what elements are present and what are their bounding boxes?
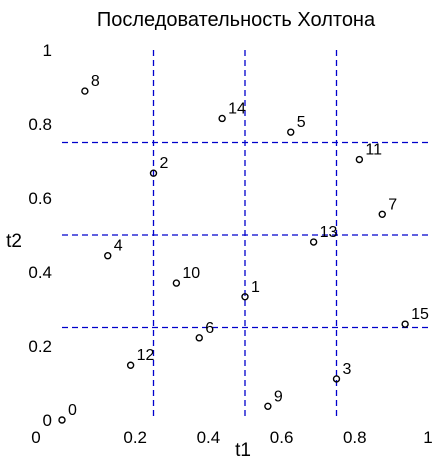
data-point-label: 4 — [114, 238, 123, 255]
y-tick-label: 1 — [43, 41, 52, 60]
data-point — [264, 402, 272, 411]
data-point — [355, 155, 364, 164]
data-point-label: 1 — [251, 279, 260, 296]
grid-lines — [62, 50, 428, 420]
data-point — [58, 416, 66, 424]
data-point — [332, 375, 341, 383]
data-point-label: 13 — [320, 224, 338, 241]
data-point — [309, 238, 318, 246]
x-tick-label: 0.8 — [343, 428, 367, 447]
y-tick-label: 0 — [43, 411, 52, 430]
data-point — [218, 114, 226, 123]
data-point-label: 14 — [228, 100, 246, 117]
data-point — [172, 279, 181, 287]
y-tick-label: 0.6 — [28, 189, 52, 208]
y-axis-label: t2 — [6, 231, 22, 252]
data-point-label: 0 — [68, 402, 77, 419]
chart-title: Последовательность Холтона — [97, 9, 376, 31]
data-point — [287, 128, 295, 136]
data-point-label: 15 — [411, 306, 429, 323]
data-point — [401, 320, 409, 328]
data-point-label: 7 — [388, 196, 397, 213]
data-point — [241, 293, 249, 301]
data-point — [104, 252, 112, 260]
data-point — [195, 334, 203, 342]
x-tick-labels: 0 0.2 0.4 0.6 0.8 1 — [31, 428, 432, 447]
data-point-label: 3 — [343, 361, 352, 378]
data-point-label: 9 — [274, 388, 283, 405]
x-tick-label: 0.4 — [197, 428, 221, 447]
x-tick-label: 0.2 — [123, 428, 147, 447]
data-point — [126, 361, 135, 369]
x-tick-label: 0.6 — [270, 428, 294, 447]
data-point-label: 2 — [160, 155, 169, 172]
data-point-label: 8 — [91, 73, 100, 90]
data-point-label: 6 — [205, 320, 214, 337]
x-tick-label: 0 — [31, 428, 40, 447]
data-point-label: 5 — [297, 114, 306, 131]
data-point — [81, 87, 89, 95]
y-tick-label: 0.2 — [28, 337, 52, 356]
y-tick-labels: 0 0.2 0.4 0.6 0.8 1 — [28, 41, 52, 430]
data-point-label: 10 — [182, 265, 200, 282]
data-point — [149, 169, 158, 177]
x-axis-label: t1 — [235, 440, 251, 461]
y-tick-label: 0.4 — [28, 263, 52, 282]
x-tick-label: 1 — [423, 428, 432, 447]
y-tick-label: 0.8 — [28, 115, 52, 134]
data-point — [378, 210, 386, 218]
data-point-label: 11 — [365, 142, 382, 159]
data-point-label: 12 — [137, 347, 155, 364]
